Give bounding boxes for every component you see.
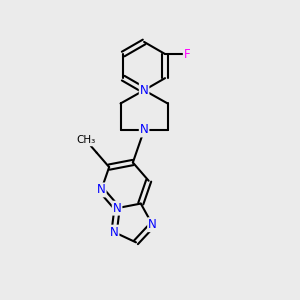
Text: F: F — [184, 47, 190, 61]
Text: N: N — [113, 202, 122, 215]
Text: N: N — [140, 124, 148, 136]
Text: CH₃: CH₃ — [76, 135, 96, 146]
Text: N: N — [148, 218, 157, 231]
Text: N: N — [97, 183, 106, 196]
Text: N: N — [140, 84, 148, 97]
Text: N: N — [110, 226, 118, 238]
